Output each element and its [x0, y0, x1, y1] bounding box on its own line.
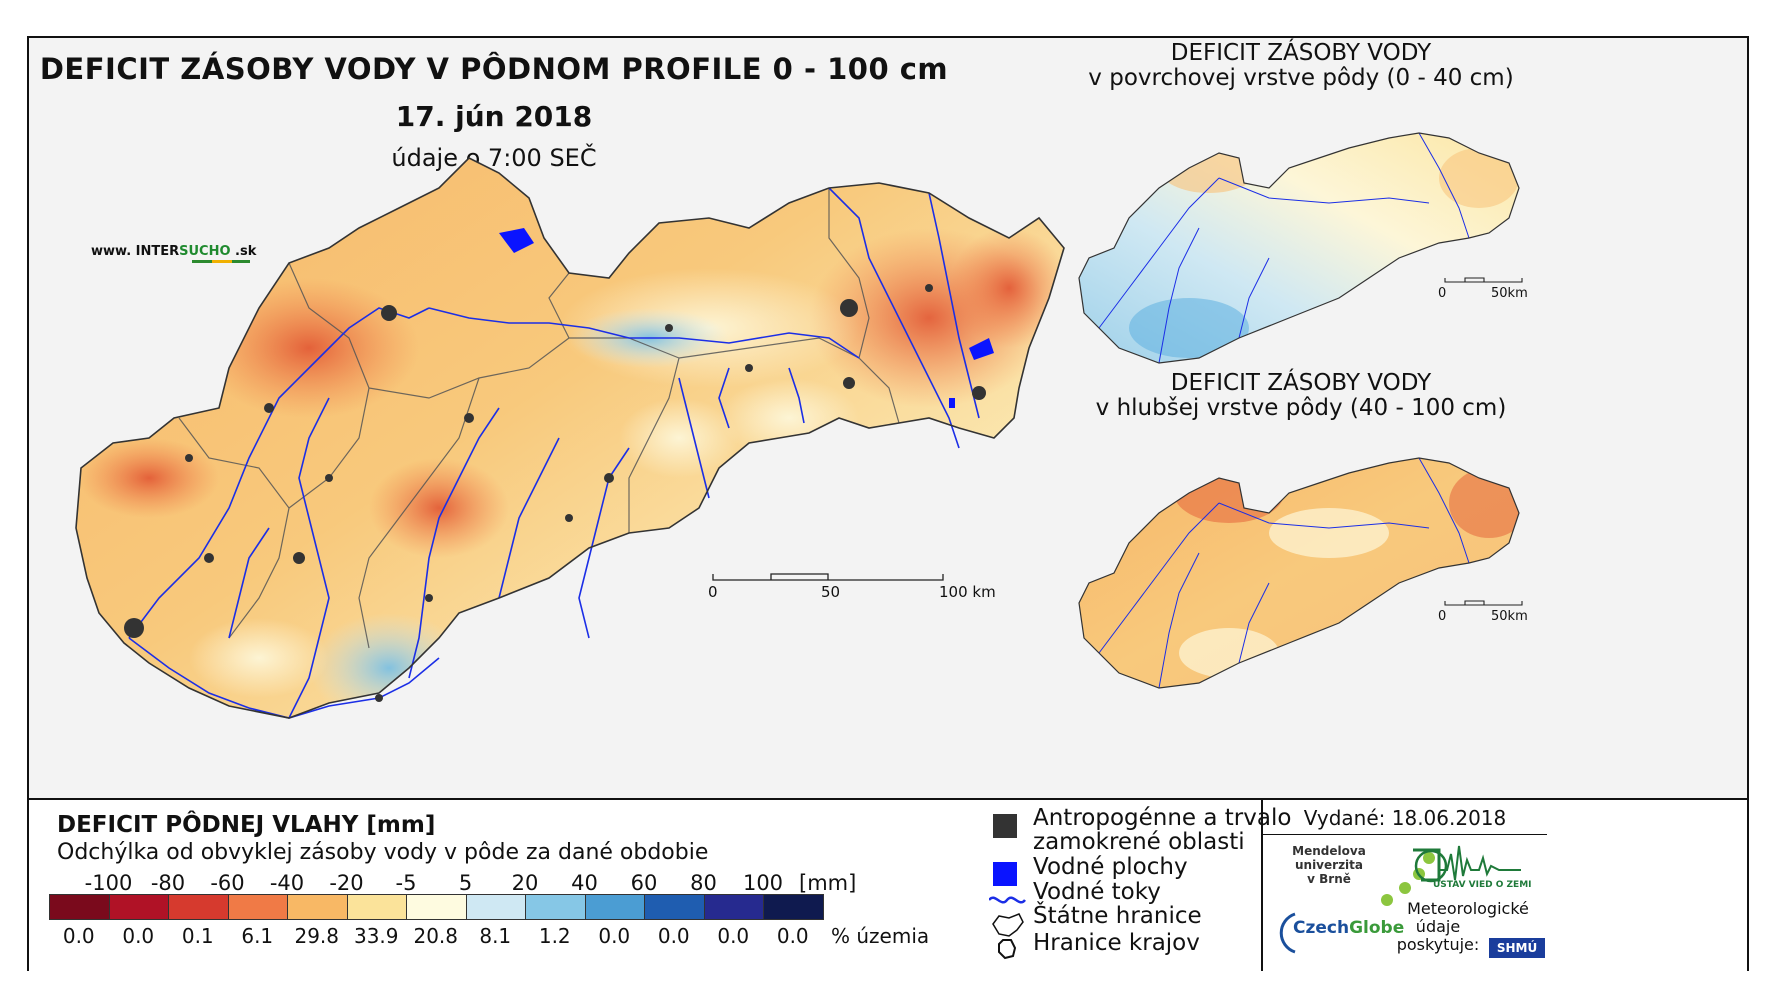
main-title: DEFICIT ZÁSOBY VODY V PÔDNOM PROFILE 0 -…: [39, 52, 949, 86]
legend-swatch: [108, 894, 169, 920]
shmu-logo: SHMÚ: [1489, 938, 1545, 958]
legend-unit: [mm]: [799, 871, 857, 895]
legend-percent-value: 1.2: [538, 924, 571, 948]
mendel-line-3: v Brně: [1307, 872, 1351, 886]
legend-swatch: [49, 894, 110, 920]
urban-area-icon: [993, 814, 1017, 838]
legend-break-label: 5: [458, 871, 473, 895]
rivers-label: Vodné toky: [1033, 879, 1161, 905]
inset-surface-title-2: v povrchovej vrstve pôdy (0 - 40 cm): [1088, 65, 1514, 91]
institute-logo-icon: [1413, 845, 1521, 883]
symbol-icons: [989, 814, 1026, 960]
legend-title: DEFICIT PÔDNEJ VLAHY [mm]: [57, 812, 436, 838]
urban-area-label-2: zamokrené oblasti: [1033, 829, 1245, 855]
legend-swatch: [584, 894, 645, 920]
met-line-3: poskytuje:: [1396, 935, 1480, 954]
legend-break-label: -20: [329, 871, 364, 895]
meteorological-provider-text: Meteorologické: [1393, 900, 1543, 918]
legend-swatch: [525, 894, 586, 920]
main-map: [75, 157, 1065, 719]
legend-percent-value: 0.0: [598, 924, 631, 948]
met-line-2: údaje: [1415, 917, 1461, 936]
website-label: www. INTERSUCHO .sk: [91, 244, 256, 259]
legend-break-label: -5: [395, 871, 417, 895]
legend-break-label: 80: [690, 871, 717, 895]
mendel-line-1: Mendelova: [1292, 844, 1366, 858]
institute-name: ÚSTAV VIED O ZEMI: [1433, 880, 1532, 890]
inset-deep-scale-0: 0: [1438, 609, 1447, 624]
legend-percent-value: 6.1: [241, 924, 274, 948]
legend-break-label: 60: [630, 871, 658, 895]
region-border-icon: [998, 939, 1017, 960]
legend-break-label: 40: [571, 871, 598, 895]
water-bodies-label: Vodné plochy: [1033, 854, 1188, 880]
urban-area-label-1: Antropogénne a trvalo: [1033, 805, 1292, 831]
legend-panel: DEFICIT PÔDNEJ VLAHY [mm] Odchýlka od ob…: [29, 798, 1747, 971]
main-scale-label-50: 50: [821, 583, 841, 601]
issued-date: Vydané: 18.06.2018: [1303, 806, 1507, 830]
inset-deep-scale-50: 50km: [1491, 609, 1528, 624]
legend-percent-value: 8.1: [479, 924, 512, 948]
website-underline: [192, 260, 250, 263]
inset-deep-title-1: DEFICIT ZÁSOBY VODY: [1170, 370, 1432, 396]
issued-box: Vydané: 18.06.2018 Mendelova univerzita …: [1261, 800, 1749, 971]
czechglobe-part1: Czech: [1293, 918, 1350, 938]
legend-percent-value: 20.8: [413, 924, 459, 948]
legend-swatch: [346, 894, 407, 920]
water-body-icon: [993, 862, 1017, 886]
legend-swatch: [287, 894, 348, 920]
meteorological-provider-text-2: údaje poskytuje:: [1393, 918, 1483, 954]
legend-percent-value: 29.8: [294, 924, 340, 948]
legend-percent-value: 0.0: [657, 924, 690, 948]
website-accent: SUCHO: [179, 244, 231, 259]
river-line-icon: [989, 896, 1026, 904]
website-suffix: .sk: [230, 244, 257, 259]
legend-swatch: [406, 894, 467, 920]
legend-percent-value: 0.0: [122, 924, 155, 948]
main-scale-label-100: 100 km: [939, 583, 996, 601]
legend-swatch: [227, 894, 288, 920]
met-line-1: Meteorologické: [1407, 899, 1529, 918]
legend-percent-value: 0.0: [776, 924, 809, 948]
legend-swatch: [703, 894, 764, 920]
legend-swatch: [465, 894, 526, 920]
region-border-label: Hranice krajov: [1033, 930, 1200, 956]
legend-swatch: [168, 894, 229, 920]
legend-break-label: -100: [84, 871, 133, 895]
legend-swatch: [763, 894, 824, 920]
legend-percent-value: 0.0: [62, 924, 95, 948]
state-border-icon: [992, 913, 1024, 937]
data-time-note: údaje o 7:00 SEČ: [391, 144, 597, 172]
website-prefix: www. INTER: [91, 244, 180, 259]
mendel-university-text: Mendelova univerzita v Brně: [1279, 844, 1379, 886]
legend-break-label: -40: [269, 871, 305, 895]
map-sheet: DEFICIT ZÁSOBY VODY V PÔDNOM PROFILE 0 -…: [27, 36, 1749, 971]
inset-surface-title-1: DEFICIT ZÁSOBY VODY: [1170, 40, 1432, 66]
issued-divider: [1263, 834, 1547, 835]
map-panel: DEFICIT ZÁSOBY VODY V PÔDNOM PROFILE 0 -…: [29, 38, 1747, 798]
legend-percent-label: % územia: [831, 924, 930, 948]
main-scale-label-0: 0: [708, 583, 718, 601]
mendel-line-2: univerzita: [1294, 858, 1363, 872]
inset-surface-map: [1078, 132, 1523, 364]
legend-subtitle: Odchýlka od obvyklej zásoby vody v pôde …: [57, 840, 709, 865]
legend-percent-value: 0.1: [181, 924, 214, 948]
legend-percent-value: 33.9: [353, 924, 399, 948]
czechglobe-part2: Globe: [1349, 918, 1405, 938]
map-date: 17. jún 2018: [395, 100, 593, 133]
inset-deep-map: [1078, 457, 1523, 689]
legend-break-label: 20: [511, 871, 539, 895]
czechglobe-logo: CzechGlobe: [1293, 918, 1404, 938]
legend-break-label: 100: [742, 871, 784, 895]
inset-surface-scale-0: 0: [1438, 286, 1447, 301]
legend-break-label: -60: [210, 871, 245, 895]
state-border-label: Štátne hranice: [1033, 903, 1202, 929]
legend-break-label: -80: [150, 871, 186, 895]
legend-percent-value: 0.0: [717, 924, 750, 948]
inset-deep-title-2: v hlubšej vrstve pôdy (40 - 100 cm): [1095, 395, 1507, 421]
legend-swatch: [644, 894, 705, 920]
inset-surface-scale-50: 50km: [1491, 286, 1528, 301]
czechglobe-arc-icon: [1279, 912, 1296, 954]
